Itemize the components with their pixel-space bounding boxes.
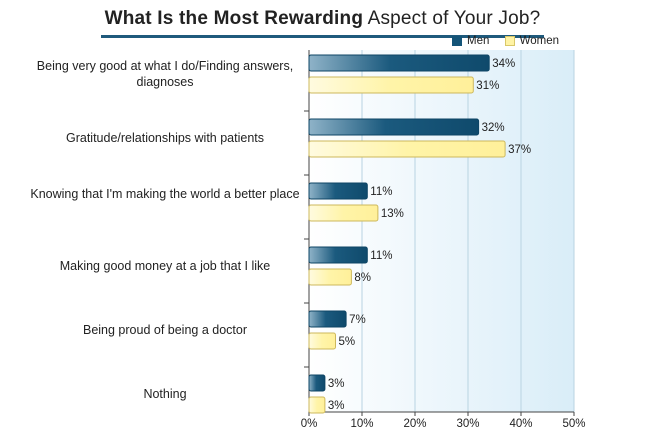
plot-background bbox=[309, 50, 574, 412]
category-label: Being very good at what I do/Finding ans… bbox=[36, 59, 294, 89]
bar-men bbox=[308, 374, 326, 392]
data-label-women: 5% bbox=[339, 336, 356, 348]
data-label-men: 11% bbox=[370, 186, 392, 198]
data-label-women: 3% bbox=[328, 400, 345, 412]
bar-men bbox=[308, 246, 368, 264]
data-label-men: 7% bbox=[349, 314, 366, 326]
x-tick-label: 20% bbox=[403, 418, 426, 430]
legend-label-men: Men bbox=[467, 35, 490, 47]
bar-women bbox=[308, 268, 352, 286]
category-label: Making good money at a job that I like bbox=[59, 259, 271, 273]
legend: Men Women bbox=[452, 35, 571, 49]
category-label: Being proud of being a doctor bbox=[82, 323, 247, 337]
bar-women bbox=[308, 396, 326, 414]
x-tick-label: 40% bbox=[509, 418, 532, 430]
legend-item-men: Men bbox=[452, 35, 489, 47]
category-label: Gratitude/relationships with patients bbox=[65, 131, 265, 145]
bar-men bbox=[308, 310, 347, 328]
legend-label-women: Women bbox=[519, 35, 559, 47]
data-label-men: 32% bbox=[482, 122, 505, 134]
data-label-women: 37% bbox=[508, 144, 531, 156]
data-label-men: 34% bbox=[492, 58, 515, 70]
bar-men bbox=[308, 54, 490, 72]
legend-swatch-men bbox=[452, 36, 462, 46]
category-label: Knowing that I'm making the world a bett… bbox=[30, 187, 300, 201]
legend-item-women: Women bbox=[504, 35, 559, 47]
bar-women bbox=[308, 76, 474, 94]
x-tick-label: 0% bbox=[301, 418, 318, 430]
bar-women bbox=[308, 204, 379, 222]
bar-women bbox=[308, 140, 506, 158]
x-tick-label: 10% bbox=[350, 418, 373, 430]
legend-swatch-women bbox=[504, 36, 515, 46]
data-label-women: 31% bbox=[476, 80, 499, 92]
bar-men bbox=[308, 182, 368, 200]
data-label-women: 13% bbox=[381, 208, 404, 220]
data-label-men: 11% bbox=[370, 250, 392, 262]
x-tick-label: 30% bbox=[456, 418, 479, 430]
chart-title: What Is the Most Rewarding Aspect of You… bbox=[0, 8, 645, 38]
data-label-women: 8% bbox=[354, 272, 371, 284]
chart-title-bold: What Is the Most Rewarding bbox=[104, 8, 364, 29]
data-label-men: 3% bbox=[328, 378, 345, 390]
x-tick-label: 50% bbox=[562, 418, 585, 430]
category-label: Nothing bbox=[143, 387, 187, 401]
bar-women bbox=[308, 332, 336, 350]
bar-men bbox=[308, 118, 480, 136]
chart-title-rest: Aspect of Your Job? bbox=[367, 8, 541, 29]
